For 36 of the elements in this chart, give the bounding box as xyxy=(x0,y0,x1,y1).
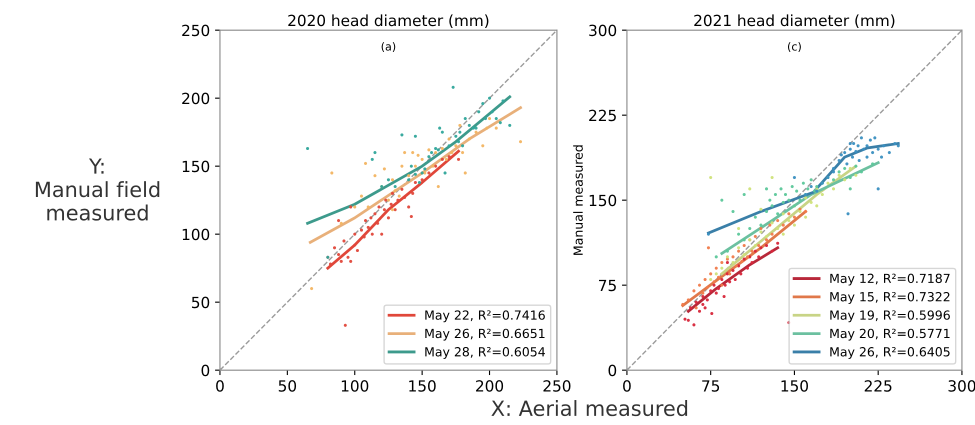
y-tick-label: 250 xyxy=(182,24,210,36)
legend-label: May 20, R²=0.5771 xyxy=(830,328,950,341)
y-tick-label: 75 xyxy=(599,280,616,292)
x-tick-label: 75 xyxy=(702,380,720,392)
x-tick-label: 0 xyxy=(623,380,631,392)
x-tick-label: 225 xyxy=(864,380,892,392)
legend-label: May 26, R²=0.6651 xyxy=(425,328,545,341)
y-tick-label: 150 xyxy=(590,194,616,206)
y-axis-title: Manual measured xyxy=(573,145,583,255)
y-tick-label: 225 xyxy=(589,110,616,122)
legend-label: May 12, R²=0.7187 xyxy=(830,274,950,286)
x-axis-title: X: Aerial measured xyxy=(491,400,688,416)
legend-label: May 15, R²=0.7322 xyxy=(830,292,950,304)
y-tick-label: 300 xyxy=(589,24,616,36)
annotation: (a) xyxy=(382,42,396,52)
x-tick-label: 150 xyxy=(409,380,436,392)
legend-label: May 26, R²=0.6405 xyxy=(830,347,950,359)
legend-label: May 22, R²=0.7416 xyxy=(425,310,545,322)
x-tick-label: 200 xyxy=(476,380,504,392)
y-tick-label: 0 xyxy=(608,364,616,376)
x-tick-label: 0 xyxy=(216,380,224,392)
chart-title: 2020 head diameter (mm) xyxy=(288,14,488,28)
y-axis-title: Y: Manual field measured xyxy=(36,158,160,221)
x-tick-label: 250 xyxy=(543,380,570,392)
legend-label: May 19, R²=0.5996 xyxy=(830,310,950,322)
y-tick-label: 50 xyxy=(192,296,210,308)
y-tick-label: 0 xyxy=(202,364,210,376)
chart-title: 2021 head diameter (mm) xyxy=(694,14,894,28)
legend-label: May 28, R²=0.6054 xyxy=(425,347,545,359)
annotation: (c) xyxy=(788,42,801,52)
x-tick-label: 50 xyxy=(278,380,296,392)
x-tick-label: 150 xyxy=(782,380,808,392)
y-tick-label: 200 xyxy=(182,92,210,104)
y-tick-label: 100 xyxy=(182,228,210,240)
y-tick-label: 150 xyxy=(182,160,210,172)
x-tick-label: 100 xyxy=(342,380,368,392)
